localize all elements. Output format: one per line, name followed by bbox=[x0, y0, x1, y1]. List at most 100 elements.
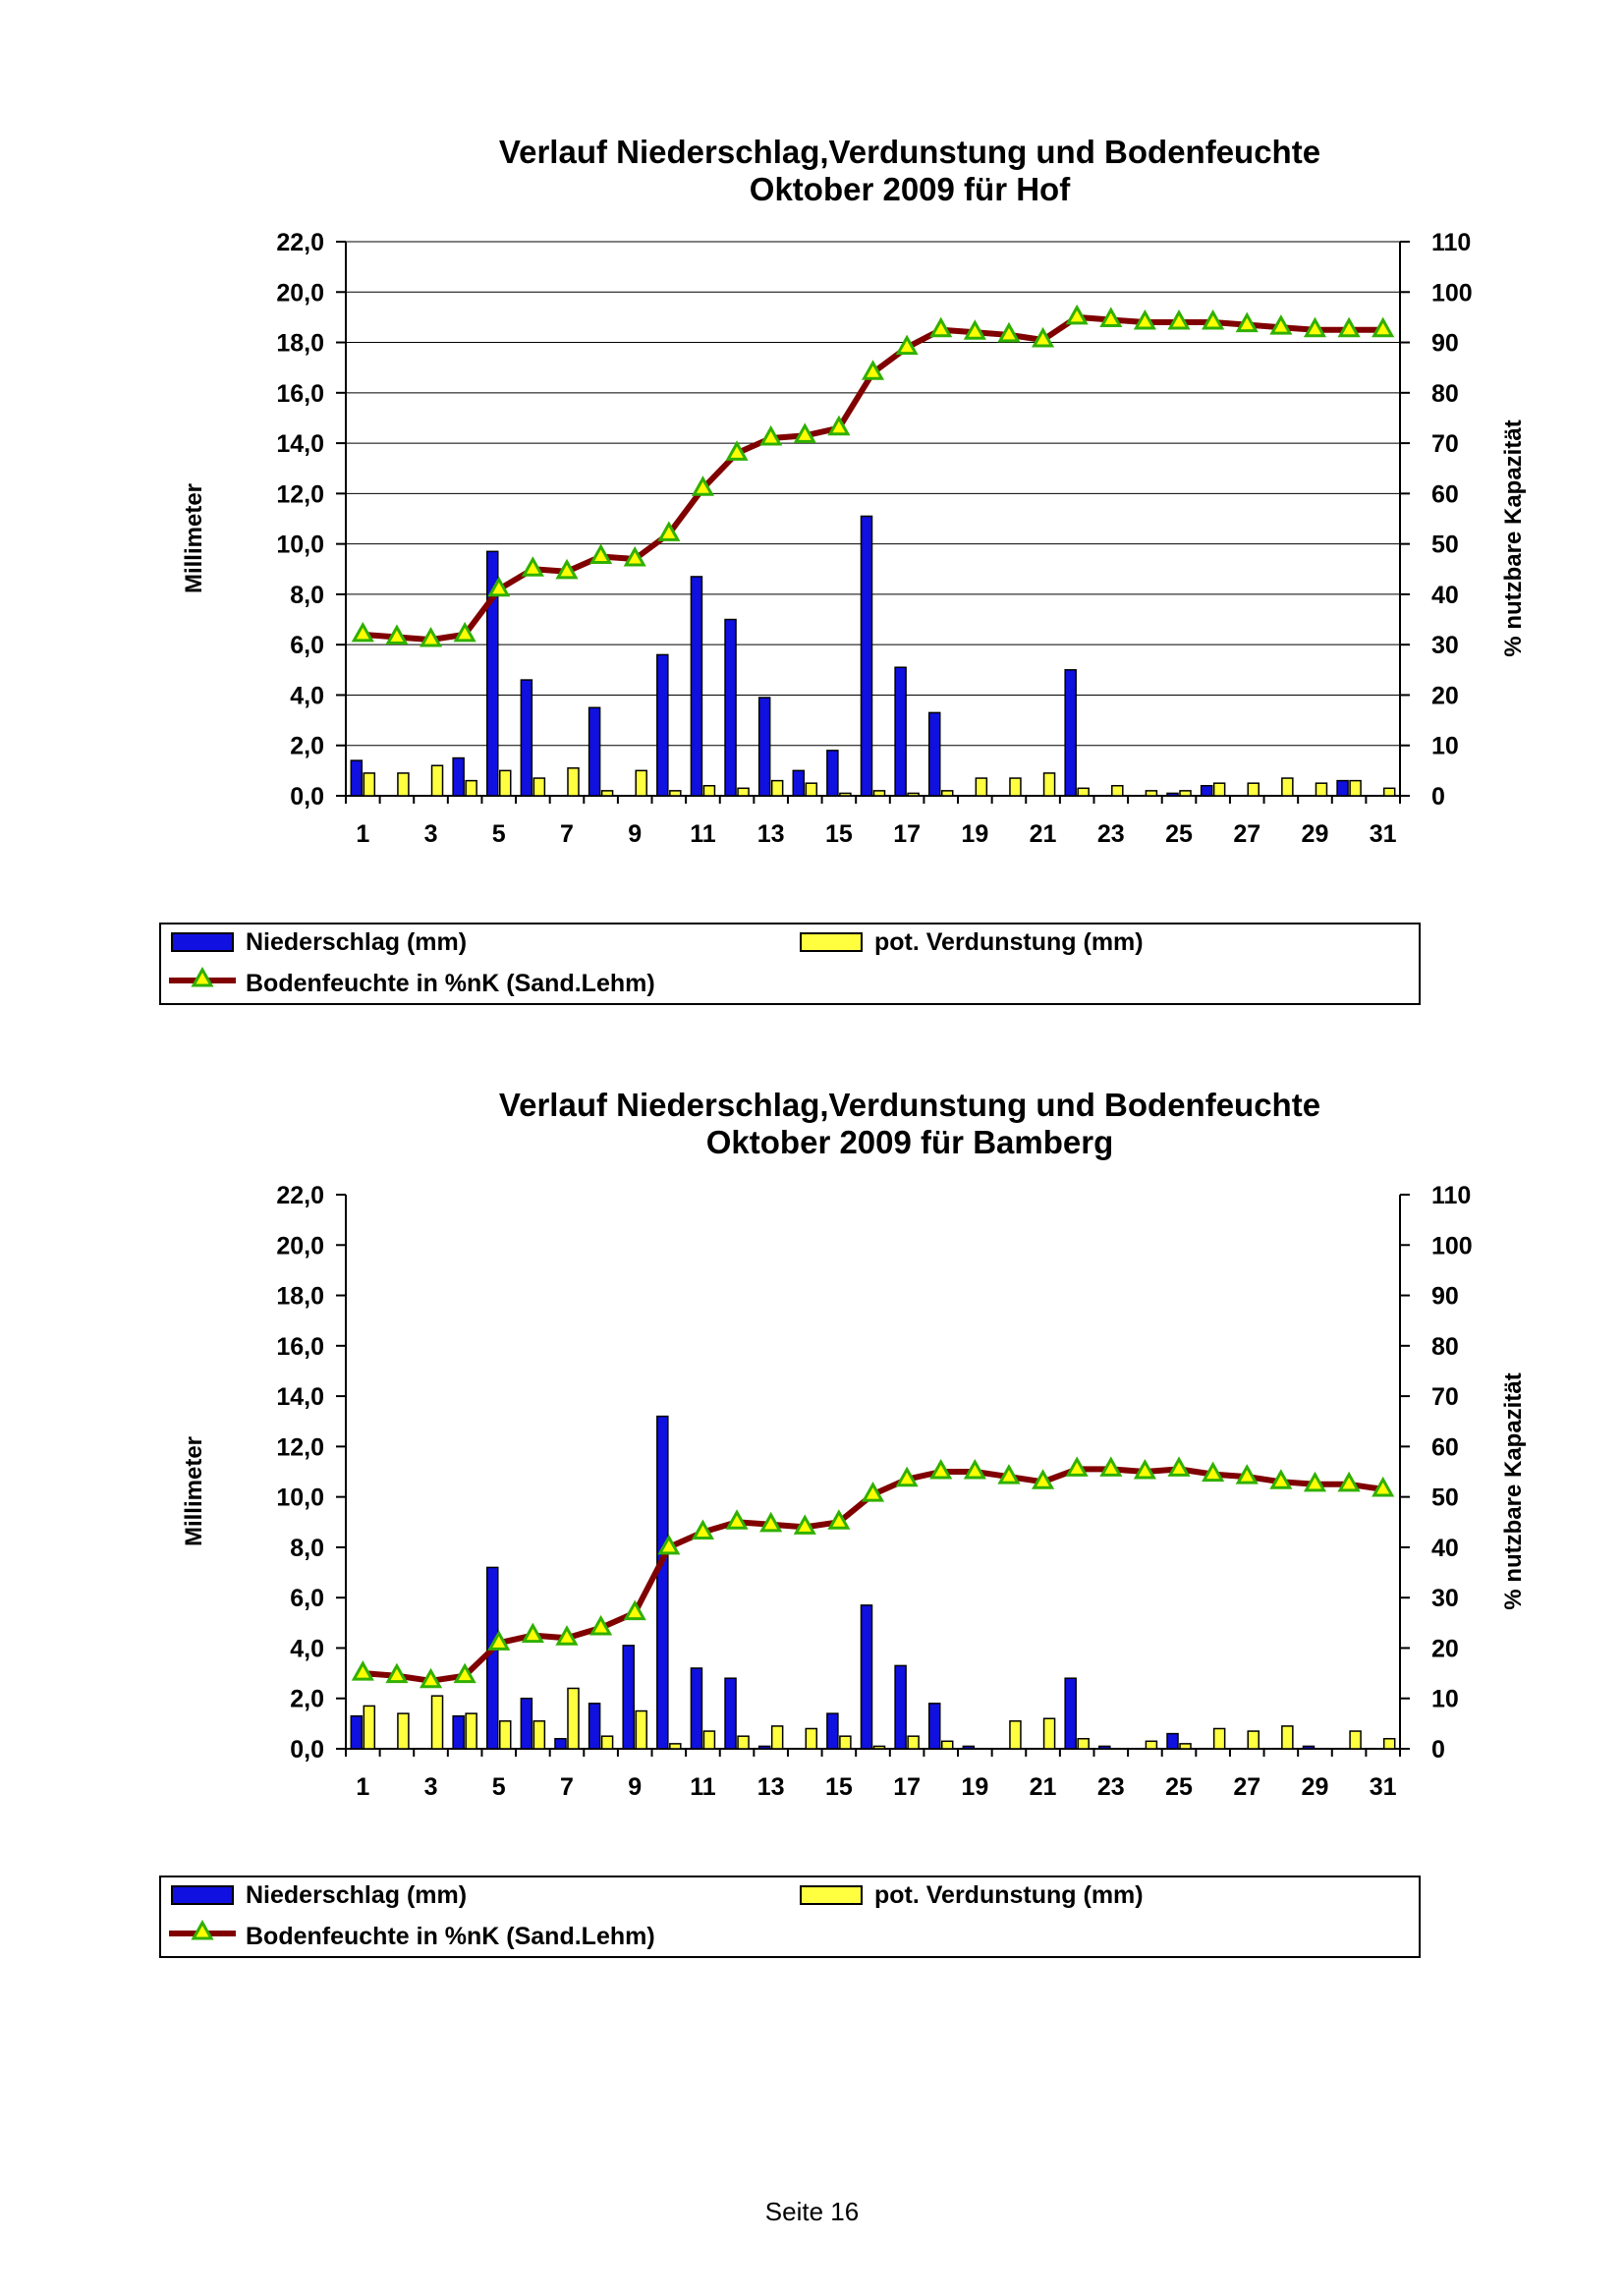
bar-verdunstung bbox=[635, 1709, 647, 1750]
marker-bodenfeuchte bbox=[487, 576, 511, 597]
bar-verdunstung bbox=[499, 1720, 512, 1750]
bar-niederschlag bbox=[724, 618, 737, 797]
marker-bodenfeuchte bbox=[453, 621, 476, 643]
legend-niederschlag-swatch bbox=[171, 932, 234, 952]
bar-niederschlag bbox=[927, 1703, 941, 1750]
bar-verdunstung bbox=[839, 792, 852, 797]
x-tick-label: 21 bbox=[1030, 1773, 1057, 1801]
bar-verdunstung bbox=[839, 1735, 852, 1750]
legend-verdunstung-label: pot. Verdunstung (mm) bbox=[874, 928, 1144, 956]
bar-niederschlag bbox=[486, 550, 499, 797]
y-tick-label-left: 20,0 bbox=[276, 279, 324, 307]
bar-niederschlag bbox=[1064, 1677, 1077, 1750]
marker-bodenfeuchte bbox=[1202, 1461, 1225, 1483]
marker-bodenfeuchte bbox=[895, 334, 919, 356]
marker-bodenfeuchte bbox=[1303, 316, 1327, 338]
chart-title-line2: Oktober 2009 für Hof bbox=[750, 171, 1071, 207]
marker-bodenfeuchte bbox=[793, 422, 816, 443]
chart-bamberg-svg: Verlauf Niederschlag,Verdunstung und Bod… bbox=[159, 1087, 1527, 1958]
y-tick-label-right: 30 bbox=[1431, 1585, 1459, 1612]
marker-bodenfeuchte bbox=[555, 558, 579, 580]
bar-niederschlag bbox=[1064, 669, 1077, 797]
marker-bodenfeuchte bbox=[793, 1514, 816, 1535]
bar-niederschlag bbox=[1098, 1745, 1111, 1750]
y-tick-label-right: 50 bbox=[1431, 532, 1459, 559]
marker-bodenfeuchte bbox=[1269, 314, 1293, 335]
y-tick-label-right: 20 bbox=[1431, 1635, 1459, 1662]
marker-bodenfeuchte bbox=[827, 1509, 851, 1530]
bar-verdunstung bbox=[940, 790, 954, 797]
bar-verdunstung bbox=[1315, 782, 1328, 797]
bar-verdunstung bbox=[770, 779, 784, 797]
bar-niederschlag bbox=[656, 653, 669, 797]
bar-verdunstung bbox=[1212, 1727, 1226, 1750]
marker-bodenfeuchte bbox=[929, 1458, 953, 1480]
bar-verdunstung bbox=[1009, 1720, 1022, 1750]
chart-hof: Verlauf Niederschlag,Verdunstung und Bod… bbox=[0, 128, 1624, 1051]
y-tick-label-left: 8,0 bbox=[290, 582, 324, 609]
x-tick-label: 13 bbox=[757, 820, 785, 848]
x-tick-label: 17 bbox=[893, 820, 921, 848]
marker-bodenfeuchte bbox=[1133, 308, 1156, 330]
y-axis-label-right: % nutzbare Kapazität bbox=[1500, 420, 1527, 656]
chart-title-line1: Verlauf Niederschlag,Verdunstung und Bod… bbox=[499, 134, 1320, 170]
y-tick-label-left: 12,0 bbox=[276, 1433, 324, 1461]
y-axis-label-left: Millimeter bbox=[181, 483, 207, 593]
x-tick-label: 25 bbox=[1165, 1773, 1193, 1801]
x-tick-label: 31 bbox=[1370, 820, 1397, 848]
marker-bodenfeuchte bbox=[1099, 307, 1123, 327]
y-tick-label-left: 2,0 bbox=[290, 1686, 324, 1713]
bar-verdunstung bbox=[567, 767, 580, 797]
y-tick-label-right: 90 bbox=[1431, 1283, 1459, 1311]
marker-bodenfeuchte bbox=[589, 543, 613, 564]
bar-verdunstung bbox=[1111, 784, 1124, 797]
bar-verdunstung bbox=[737, 787, 750, 797]
bar-verdunstung bbox=[499, 769, 512, 797]
bar-verdunstung bbox=[770, 1725, 784, 1750]
y-tick-label-left: 16,0 bbox=[276, 380, 324, 408]
x-tick-label: 21 bbox=[1030, 820, 1057, 848]
y-tick-label-left: 4,0 bbox=[290, 1635, 324, 1662]
y-tick-label-right: 0 bbox=[1431, 1736, 1445, 1764]
marker-bodenfeuchte bbox=[1303, 1471, 1327, 1492]
marker-bodenfeuchte bbox=[1337, 1471, 1361, 1492]
bar-niederschlag bbox=[452, 756, 465, 797]
bar-verdunstung bbox=[1042, 772, 1056, 797]
x-tick-label: 7 bbox=[560, 1773, 574, 1801]
y-tick-label-right: 40 bbox=[1431, 582, 1459, 609]
y-tick-label-left: 10,0 bbox=[276, 1484, 324, 1512]
bar-niederschlag bbox=[452, 1714, 465, 1750]
bar-verdunstung bbox=[1247, 782, 1260, 797]
y-tick-label-right: 80 bbox=[1431, 1333, 1459, 1361]
marker-bodenfeuchte bbox=[657, 1534, 681, 1555]
y-tick-label-left: 18,0 bbox=[276, 1283, 324, 1311]
y-tick-label-right: 80 bbox=[1431, 380, 1459, 408]
chart-bamberg: Verlauf Niederschlag,Verdunstung und Bod… bbox=[0, 1081, 1624, 2004]
marker-bodenfeuchte bbox=[351, 1660, 374, 1681]
chart-title-line2: Oktober 2009 für Bamberg bbox=[706, 1124, 1113, 1160]
x-tick-label: 11 bbox=[690, 820, 716, 848]
x-tick-label: 25 bbox=[1165, 820, 1193, 848]
marker-bodenfeuchte bbox=[1372, 316, 1395, 338]
bar-niederschlag bbox=[860, 515, 873, 797]
bar-verdunstung bbox=[1179, 790, 1192, 797]
marker-bodenfeuchte bbox=[1099, 1456, 1123, 1477]
legend-box bbox=[159, 1876, 1421, 1958]
bar-verdunstung bbox=[805, 782, 818, 797]
bar-verdunstung bbox=[363, 772, 376, 797]
marker-bodenfeuchte bbox=[929, 316, 953, 338]
marker-bodenfeuchte bbox=[623, 1599, 646, 1621]
bar-niederschlag bbox=[1166, 1732, 1179, 1750]
x-tick-label: 1 bbox=[356, 820, 369, 848]
page-footer: Seite 16 bbox=[764, 2197, 860, 2226]
y-tick-label-left: 22,0 bbox=[276, 1182, 324, 1209]
y-tick-label-left: 14,0 bbox=[276, 1383, 324, 1411]
bar-verdunstung bbox=[430, 1695, 444, 1750]
x-tick-label: 9 bbox=[628, 1773, 642, 1801]
bar-verdunstung bbox=[1009, 777, 1022, 797]
marker-bodenfeuchte bbox=[895, 1466, 919, 1487]
bar-verdunstung bbox=[532, 777, 546, 797]
y-tick-label-right: 50 bbox=[1431, 1484, 1459, 1512]
bar-niederschlag bbox=[656, 1415, 669, 1750]
legend-verdunstung-label: pot. Verdunstung (mm) bbox=[874, 1881, 1144, 1909]
